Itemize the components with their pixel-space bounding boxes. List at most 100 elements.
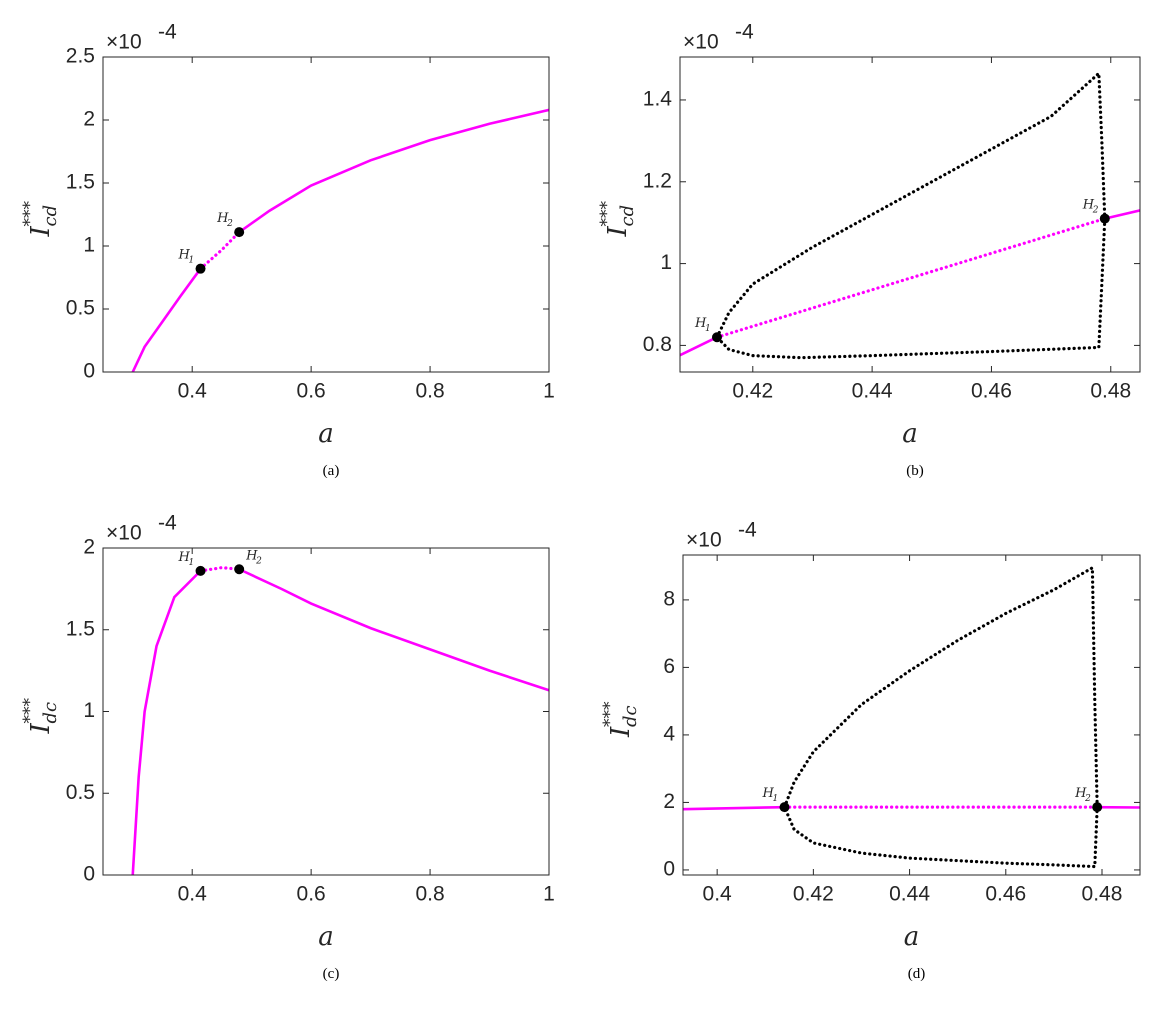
point-label: H [178,550,191,565]
y-axis-label: Idc*** [20,698,61,735]
y-axis-label: Icd*** [597,201,638,238]
curve [131,568,549,875]
y-label-sub: dc [620,705,641,727]
y-tick-label: 0 [83,360,95,383]
y-tick-label: 2.5 [66,45,95,68]
y-label-sub: cd [40,205,61,227]
x-tick-label: 1 [543,883,555,906]
plot-area [683,555,1140,875]
axes-box [679,56,1141,373]
y-label-base: I [26,226,56,238]
point-label-sub: 2 [255,556,262,566]
point-label: H [1082,198,1095,213]
y-multiplier: ×10 [686,529,722,552]
hopf-point [234,227,245,238]
point-label: H [1074,786,1087,801]
y-tick-label: 0.8 [643,333,672,356]
point-label-sub: 2 [1084,794,1091,804]
y-tick-label: 2 [83,108,95,131]
x-tick-label: 0.42 [732,380,773,403]
y-label-base: I [603,226,633,238]
y-exponent: -4 [738,519,757,542]
y-tick-label: 0 [83,863,95,886]
curve [715,216,1107,339]
y-tick-label: 0 [663,857,675,880]
y-tick-label: 1.5 [66,617,95,640]
point-label: H [178,248,191,263]
hopf-point [234,564,245,575]
y-label-base: I [606,726,636,738]
hopf-point [711,332,722,343]
x-axis-label: a [318,922,334,952]
y-label-sup: *** [600,701,620,727]
point-label-sub: 1 [189,256,195,266]
curve [198,566,241,573]
x-tick-label: 1 [543,380,555,403]
hopf-point [195,565,206,576]
x-axis-label: a [902,419,918,449]
point-label-sub: 2 [226,219,233,229]
plot-area [103,548,549,875]
y-label-sup: *** [597,201,617,227]
x-tick-label: 0.8 [415,883,444,906]
y-tick-label: 0.5 [66,781,95,804]
y-exponent: -4 [158,512,177,535]
y-label-sup: *** [20,201,40,227]
y-tick-label: 8 [663,587,675,610]
y-tick-label: 1 [660,251,672,274]
x-tick-label: 0.8 [415,380,444,403]
plot-area [680,57,1140,372]
y-tick-label: 0.5 [66,297,95,320]
curve [198,230,241,271]
y-tick-label: 1.5 [66,171,95,194]
y-label-sup: *** [20,698,40,724]
point-label: H [762,786,775,801]
hopf-point [1092,802,1103,813]
point-label-sub: 2 [1092,206,1099,216]
point-label-sub: 1 [773,794,779,804]
x-tick-label: 0.48 [1090,380,1131,403]
x-tick-label: 0.44 [852,380,893,403]
x-tick-label: 0.6 [297,380,326,403]
hopf-point [1099,213,1110,224]
y-tick-label: 2 [663,790,675,813]
caption: (a) [323,463,340,479]
axes-box [102,56,550,373]
x-tick-label: 0.44 [889,883,930,906]
y-label-sub: dc [40,702,61,724]
y-multiplier: ×10 [106,31,142,54]
x-tick-label: 0.4 [703,883,733,906]
y-label-base: I [26,723,56,735]
y-axis-label: Idc*** [600,701,641,738]
hopf-point [779,802,790,813]
curve [683,805,1140,811]
axes-box [682,554,1141,876]
x-axis-label: a [318,419,334,449]
y-tick-label: 1.4 [643,88,673,111]
y-exponent: -4 [158,21,177,44]
point-label: H [245,548,258,563]
y-exponent: -4 [735,21,754,44]
x-axis-label: a [904,922,920,952]
curve [680,209,1140,357]
point-label-sub: 1 [189,558,195,568]
caption: (b) [906,463,924,479]
plot-area [103,57,549,372]
x-tick-label: 0.4 [178,380,208,403]
point-label-sub: 1 [705,324,711,334]
y-tick-label: 6 [663,655,675,678]
point-label: H [216,211,229,226]
hopf-point [195,263,206,274]
y-tick-label: 4 [663,722,675,745]
y-axis-label: Icd*** [20,201,61,238]
point-label: H [694,316,707,331]
x-tick-label: 0.48 [1082,883,1123,906]
